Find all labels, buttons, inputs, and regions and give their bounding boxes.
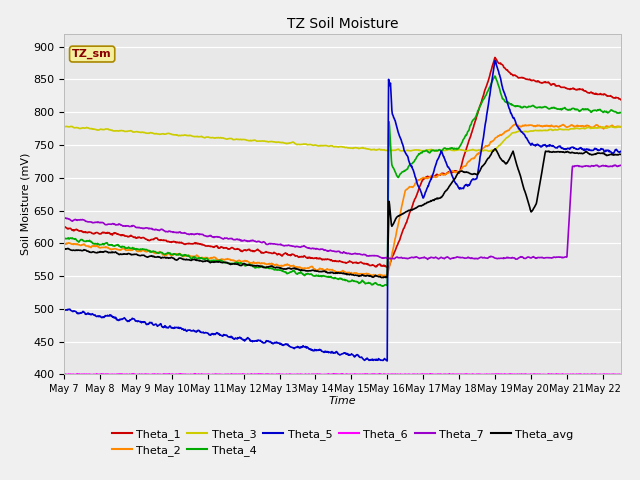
Line: Theta_1: Theta_1 <box>64 58 621 267</box>
Theta_avg <box>364 273 372 278</box>
Theta_avg <box>617 152 625 157</box>
Theta_6 <box>353 372 360 377</box>
Theta_3 <box>617 124 625 130</box>
Theta_4 <box>353 278 360 284</box>
Theta_5 <box>60 307 68 313</box>
Y-axis label: Soil Moisture (mV): Soil Moisture (mV) <box>20 153 30 255</box>
Theta_7 <box>60 215 68 221</box>
Theta_4 <box>154 250 162 255</box>
Line: Theta_5: Theta_5 <box>64 60 621 361</box>
Theta_5 <box>491 58 499 63</box>
Theta_1 <box>383 264 390 270</box>
Theta_avg <box>301 268 309 274</box>
Theta_1 <box>60 225 68 230</box>
Line: Theta_avg: Theta_avg <box>64 149 621 277</box>
Text: TZ_sm: TZ_sm <box>72 49 112 59</box>
Line: Theta_4: Theta_4 <box>64 76 621 286</box>
Theta_avg <box>248 263 255 268</box>
Theta_6 <box>364 372 372 377</box>
Theta_7 <box>424 256 431 262</box>
Theta_7 <box>301 244 309 250</box>
Theta_7 <box>248 238 255 244</box>
Theta_4 <box>617 110 625 116</box>
Line: Theta_3: Theta_3 <box>64 126 621 151</box>
Theta_1 <box>154 237 162 242</box>
Theta_7 <box>617 162 625 168</box>
X-axis label: Time: Time <box>328 396 356 406</box>
Theta_4 <box>491 73 499 79</box>
Theta_7 <box>154 227 162 233</box>
Theta_avg <box>60 246 68 252</box>
Theta_6 <box>398 372 406 378</box>
Theta_avg <box>134 252 141 258</box>
Theta_avg <box>154 254 162 260</box>
Theta_4 <box>248 262 255 268</box>
Theta_4 <box>60 235 68 241</box>
Theta_2 <box>617 124 625 130</box>
Theta_5 <box>248 338 255 344</box>
Theta_5 <box>154 323 162 329</box>
Line: Theta_2: Theta_2 <box>64 124 621 276</box>
Theta_3 <box>353 145 361 151</box>
Line: Theta_6: Theta_6 <box>64 374 621 375</box>
Theta_1 <box>301 254 309 260</box>
Theta_3 <box>485 148 493 154</box>
Theta_5 <box>617 148 625 154</box>
Theta_1 <box>364 261 372 267</box>
Theta_4 <box>134 246 141 252</box>
Theta_6 <box>60 371 68 377</box>
Theta_3 <box>67 123 75 129</box>
Theta_2 <box>301 265 309 271</box>
Theta_7 <box>134 225 141 230</box>
Theta_1 <box>491 55 499 60</box>
Theta_6 <box>248 371 255 377</box>
Theta_5 <box>383 358 391 364</box>
Theta_avg <box>378 275 385 280</box>
Theta_5 <box>364 357 372 362</box>
Theta_7 <box>612 162 620 168</box>
Title: TZ Soil Moisture: TZ Soil Moisture <box>287 17 398 31</box>
Theta_5 <box>134 319 141 324</box>
Theta_4 <box>301 272 309 278</box>
Theta_3 <box>154 131 162 137</box>
Theta_2 <box>248 260 255 266</box>
Theta_5 <box>353 352 360 358</box>
Theta_3 <box>302 141 310 147</box>
Theta_3 <box>248 138 256 144</box>
Theta_1 <box>617 97 625 103</box>
Theta_1 <box>353 260 360 265</box>
Theta_2 <box>512 121 520 127</box>
Legend: Theta_1, Theta_2, Theta_3, Theta_4, Theta_5, Theta_6, Theta_7, Theta_avg: Theta_1, Theta_2, Theta_3, Theta_4, Thet… <box>107 424 578 460</box>
Theta_2 <box>154 250 162 256</box>
Theta_1 <box>248 248 255 253</box>
Theta_6 <box>154 371 162 377</box>
Theta_2 <box>60 240 68 246</box>
Theta_3 <box>60 124 68 130</box>
Theta_avg <box>353 273 360 278</box>
Theta_6 <box>301 371 309 377</box>
Theta_5 <box>301 344 309 349</box>
Theta_6 <box>134 372 141 377</box>
Theta_6 <box>426 371 434 377</box>
Theta_7 <box>364 253 372 259</box>
Theta_2 <box>364 271 372 276</box>
Theta_1 <box>134 234 141 240</box>
Theta_2 <box>353 270 360 276</box>
Theta_2 <box>134 249 141 254</box>
Theta_7 <box>353 251 360 257</box>
Line: Theta_7: Theta_7 <box>64 165 621 259</box>
Theta_3 <box>134 129 142 135</box>
Theta_4 <box>379 283 387 289</box>
Theta_2 <box>379 274 387 279</box>
Theta_3 <box>365 146 372 152</box>
Theta_6 <box>617 372 625 378</box>
Theta_4 <box>364 280 372 286</box>
Theta_avg <box>492 146 499 152</box>
